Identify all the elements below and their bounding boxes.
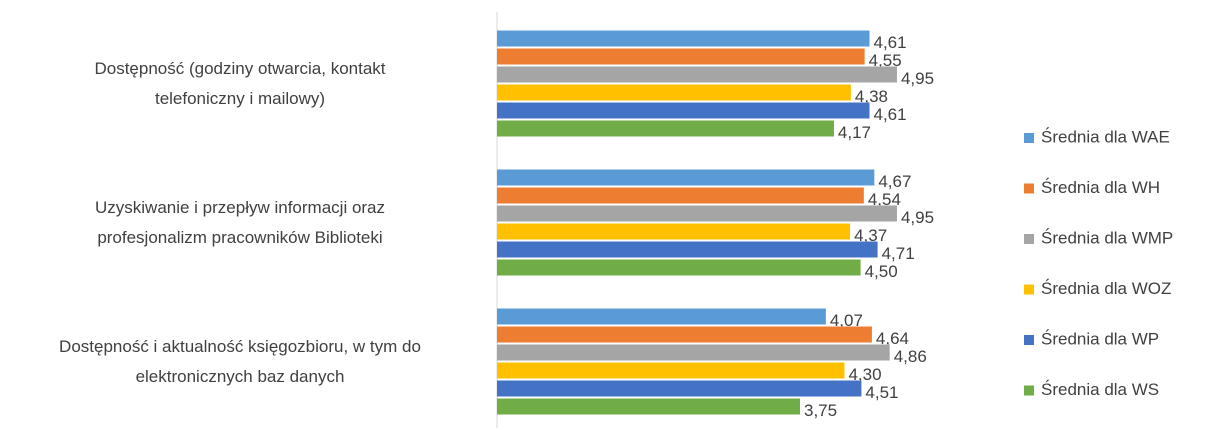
category-label: telefoniczny i mailowy) [155, 89, 325, 108]
category-label: Dostępność i aktualność księgozbioru, w … [59, 337, 421, 356]
value-label: 3,75 [804, 401, 837, 420]
category-label: profesjonalizm pracowników Biblioteki [97, 228, 382, 247]
legend-swatch [1024, 183, 1034, 194]
legend-swatch [1024, 133, 1034, 143]
legend-label: Średnia dla WOZ [1041, 279, 1171, 298]
value-label: 4,95 [901, 69, 934, 88]
legend-label: Średnia dla WAE [1041, 127, 1170, 146]
value-label: 4,67 [878, 172, 911, 191]
category-label: Dostępność (godziny otwarcia, kontakt [94, 59, 385, 78]
bar [497, 187, 864, 204]
bar [497, 241, 878, 258]
value-label: 4,17 [838, 123, 871, 142]
bar [497, 48, 865, 65]
legend-swatch [1024, 335, 1034, 345]
category-label: elektronicznych baz danych [136, 367, 345, 386]
value-label: 4,55 [869, 51, 902, 70]
bar [497, 308, 826, 325]
bar [497, 102, 870, 119]
value-label: 4,64 [876, 329, 909, 348]
bar [497, 344, 890, 361]
legend-label: Średnia dla WP [1041, 329, 1159, 348]
value-label: 4,95 [901, 208, 934, 227]
value-label: 4,38 [855, 87, 888, 106]
bar [497, 30, 870, 47]
bar [497, 169, 875, 186]
value-label: 4,51 [865, 383, 898, 402]
value-label: 4,61 [873, 33, 906, 52]
bar [497, 362, 845, 379]
bar [497, 398, 800, 415]
bar [497, 380, 862, 397]
legend-swatch [1024, 284, 1034, 295]
value-label: 4,07 [830, 311, 863, 330]
bar [497, 326, 872, 343]
value-label: 4,30 [848, 365, 881, 384]
value-label: 4,86 [894, 347, 927, 366]
legend-swatch [1024, 234, 1034, 244]
legend-label: Średnia dla WH [1041, 178, 1160, 197]
bar [497, 120, 834, 137]
value-label: 4,50 [865, 262, 898, 281]
value-label: 4,37 [854, 226, 887, 245]
value-label: 4,54 [868, 190, 901, 209]
legend-label: Średnia dla WMP [1041, 228, 1173, 247]
bar [497, 66, 897, 83]
value-label: 4,71 [882, 244, 915, 263]
value-label: 4,61 [873, 105, 906, 124]
bar [497, 223, 851, 240]
category-label: Uzyskiwanie i przepływ informacji oraz [95, 198, 385, 217]
legend-label: Średnia dla WS [1041, 380, 1159, 399]
bar [497, 205, 897, 222]
bar [497, 259, 861, 276]
legend-swatch [1024, 385, 1034, 396]
bar [497, 84, 851, 101]
